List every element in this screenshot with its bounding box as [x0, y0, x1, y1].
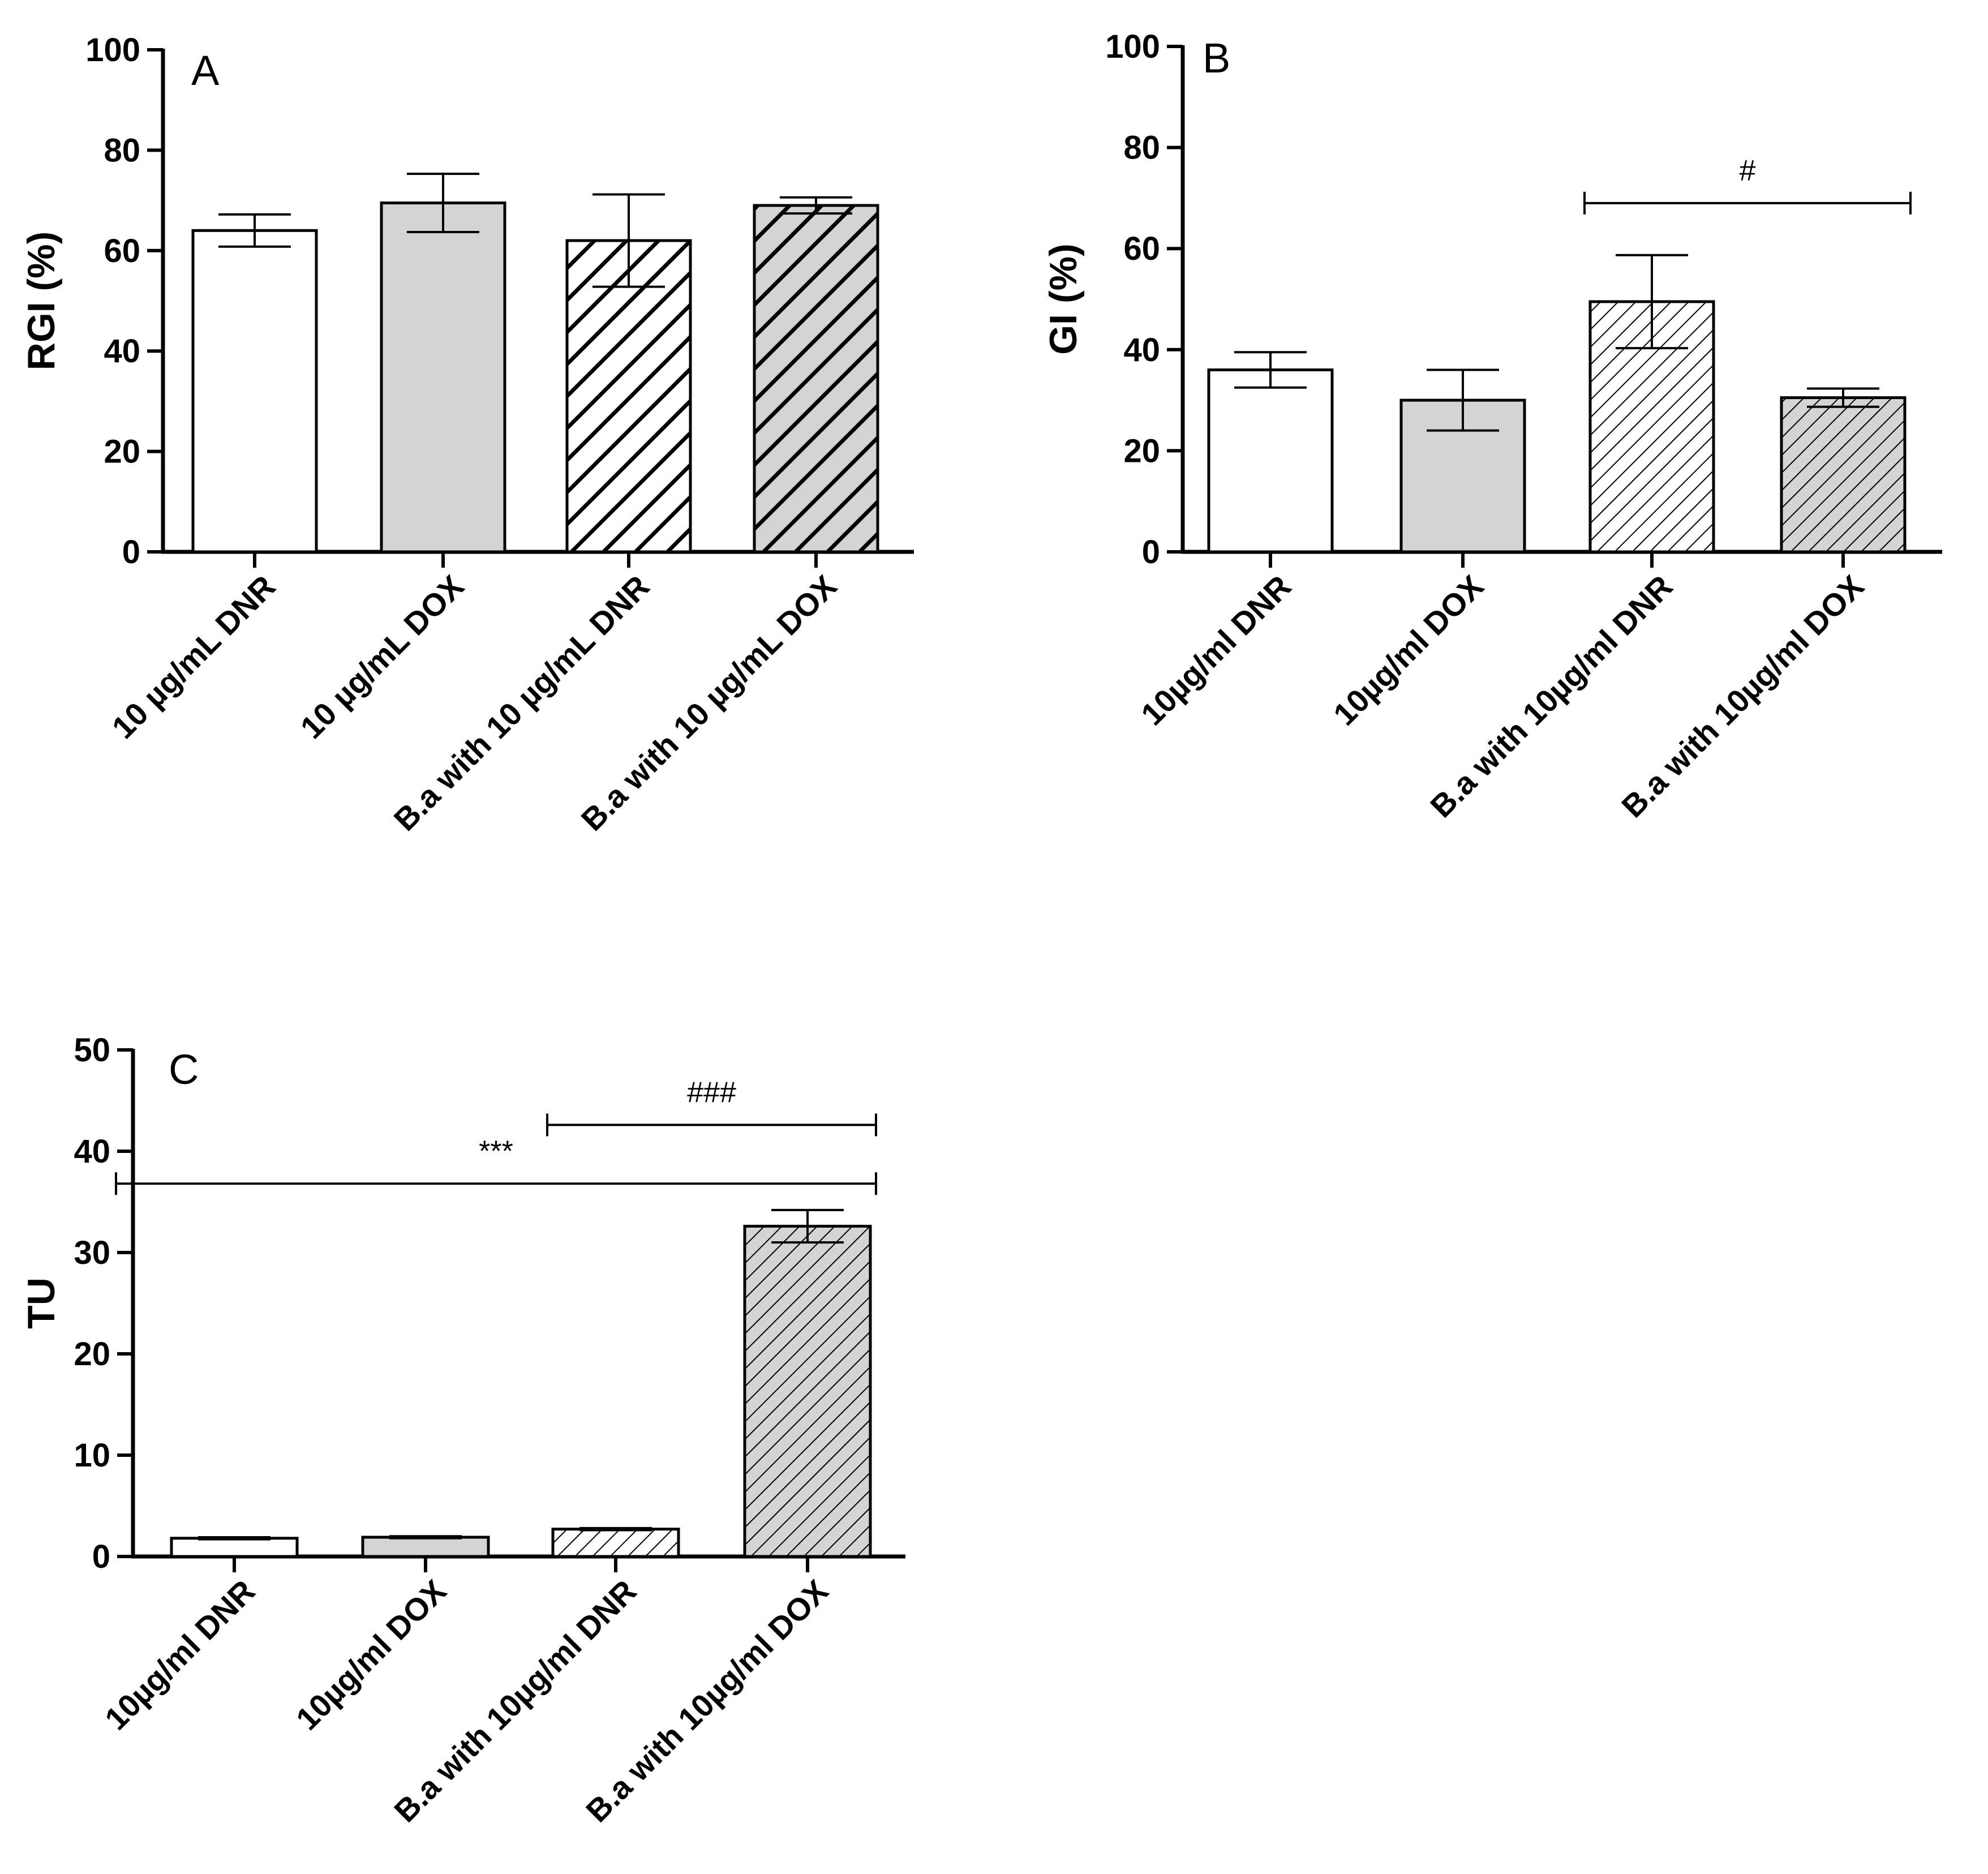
y-tick-label: 20	[104, 434, 140, 470]
y-tick-label: 50	[74, 1032, 110, 1069]
bar	[753, 204, 879, 554]
y-tick-label: 80	[1123, 130, 1160, 166]
y-tick-label: 40	[1123, 332, 1160, 368]
y-tick-label: 0	[1142, 534, 1160, 571]
category-label: 10 µg/mL DNR	[105, 568, 282, 745]
bar	[191, 229, 318, 554]
category-label: 10µg/ml DOX	[289, 1573, 453, 1737]
y-axis-title: TU	[20, 1277, 63, 1329]
y-axis-title: GI (%)	[1042, 243, 1085, 354]
panel-a: 0 20 40 60 80 100 RGI (%) A 10 µg/mL DNR 10 µg/mL…	[20, 32, 914, 838]
bar	[380, 201, 506, 554]
panel-letter: A	[191, 47, 220, 94]
panel-b: 0 20 40 60 80 100 GI (%) B 10µg/ml DNR 10µg/ml DO…	[1042, 28, 1942, 824]
bar	[551, 1528, 680, 1558]
y-axis-title: RGI (%)	[20, 231, 63, 371]
panel-letter: C	[169, 1046, 199, 1093]
bar	[1780, 396, 1907, 554]
y-tick-label: 20	[74, 1336, 110, 1373]
y-tick-label: 20	[1123, 432, 1160, 469]
panel-letter: B	[1203, 35, 1230, 82]
y-tick-label: 60	[104, 233, 140, 269]
significance-label: ***	[479, 1135, 513, 1168]
y-tick-label: 10	[74, 1437, 110, 1474]
category-label: 10µg/ml DOX	[1326, 568, 1491, 732]
y-tick-label: 40	[104, 333, 140, 370]
category-label: 10µg/ml DNR	[98, 1573, 262, 1737]
bar	[1207, 368, 1334, 554]
y-tick-label: 0	[92, 1538, 110, 1575]
y-tick-label: 60	[1123, 230, 1160, 267]
y-tick-label: 30	[74, 1234, 110, 1271]
y-tick-label: 100	[1105, 28, 1160, 65]
bar	[361, 1536, 490, 1558]
bar	[170, 1537, 299, 1558]
significance-label: #	[1740, 155, 1756, 187]
category-label: 10µg/ml DNR	[1134, 568, 1298, 732]
category-label: 10 µg/mL DOX	[293, 568, 470, 745]
y-tick-label: 40	[74, 1133, 110, 1170]
y-tick-label: 0	[122, 534, 140, 571]
significance-label: ###	[687, 1076, 736, 1109]
y-tick-label: 80	[104, 132, 140, 169]
bar	[743, 1224, 872, 1558]
y-tick-label: 100	[85, 32, 140, 68]
